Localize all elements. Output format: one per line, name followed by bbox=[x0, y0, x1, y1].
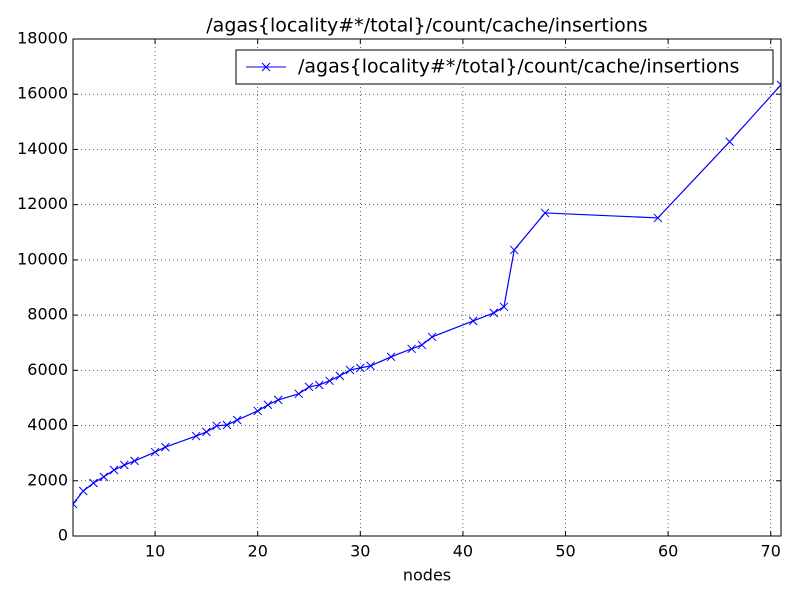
plot-frame bbox=[72, 38, 782, 537]
point-marker bbox=[191, 431, 201, 441]
point-marker bbox=[499, 302, 509, 312]
point-marker bbox=[253, 406, 263, 416]
x-tick-label: 10 bbox=[145, 542, 165, 561]
point-marker bbox=[489, 308, 499, 318]
point-marker bbox=[468, 316, 478, 326]
point-marker bbox=[355, 363, 365, 373]
legend-box bbox=[235, 49, 774, 85]
x-tick-label: 60 bbox=[658, 542, 678, 561]
y-tick-label: 0 bbox=[58, 526, 68, 545]
legend-label: /agas{locality#*/total}/count/cache/inse… bbox=[298, 56, 739, 78]
point-marker bbox=[407, 344, 416, 354]
point-marker bbox=[212, 421, 222, 431]
point-marker bbox=[232, 415, 242, 425]
x-tick-label: 70 bbox=[761, 542, 781, 561]
y-tick-label: 6000 bbox=[27, 360, 68, 379]
point-marker bbox=[366, 361, 375, 371]
y-tick-label: 10000 bbox=[17, 249, 68, 268]
legend-marker bbox=[261, 62, 271, 72]
point-marker bbox=[725, 137, 735, 147]
point-marker bbox=[130, 456, 139, 466]
point-marker bbox=[73, 499, 78, 509]
point-marker bbox=[263, 400, 273, 410]
point-marker bbox=[776, 80, 781, 90]
y-tick-label: 4000 bbox=[27, 415, 68, 434]
point-marker bbox=[304, 382, 314, 392]
point-marker bbox=[314, 380, 324, 390]
point-marker bbox=[150, 447, 160, 457]
point-marker bbox=[325, 376, 334, 386]
x-tick-label: 20 bbox=[248, 542, 268, 561]
y-tick-label: 8000 bbox=[27, 305, 68, 324]
point-marker bbox=[99, 472, 109, 482]
y-tick-label: 2000 bbox=[27, 470, 68, 489]
point-marker bbox=[202, 427, 211, 437]
point-marker bbox=[89, 478, 98, 488]
x-tick-label: 40 bbox=[453, 542, 473, 561]
point-marker bbox=[222, 420, 232, 430]
chart-title: /agas{locality#*/total}/count/cache/inse… bbox=[206, 15, 647, 37]
y-tick-label: 18000 bbox=[17, 29, 68, 48]
point-marker bbox=[294, 389, 304, 399]
point-marker bbox=[345, 365, 355, 375]
point-marker bbox=[653, 213, 663, 223]
point-marker bbox=[540, 208, 550, 218]
point-marker bbox=[78, 486, 88, 496]
point-marker bbox=[273, 395, 283, 405]
point-marker bbox=[109, 465, 119, 475]
x-tick-label: 30 bbox=[350, 542, 370, 561]
point-marker bbox=[160, 442, 170, 452]
point-marker bbox=[386, 352, 396, 362]
y-tick-label: 16000 bbox=[17, 84, 68, 103]
y-tick-label: 12000 bbox=[17, 194, 68, 213]
point-marker bbox=[509, 245, 519, 255]
x-axis-label: nodes bbox=[403, 566, 451, 585]
y-tick-label: 14000 bbox=[17, 139, 68, 158]
point-marker bbox=[417, 340, 427, 350]
x-tick-label: 50 bbox=[555, 542, 575, 561]
point-marker bbox=[335, 371, 345, 381]
point-marker bbox=[119, 460, 129, 470]
point-marker bbox=[427, 332, 437, 342]
